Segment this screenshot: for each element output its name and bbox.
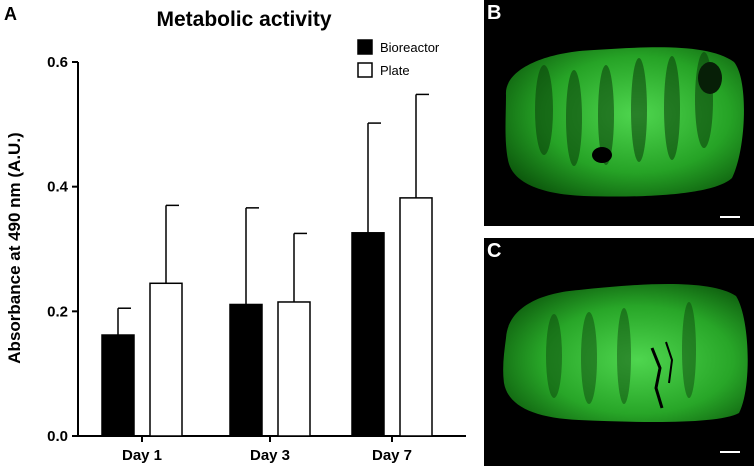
bar-bioreactor-day-1 xyxy=(101,334,135,437)
x-tick-label: Day 1 xyxy=(122,447,162,464)
scaffold-image-c xyxy=(484,238,754,466)
legend-label-bioreactor: Bioreactor xyxy=(380,40,440,55)
fluorescence-image-c: C xyxy=(484,238,754,466)
legend-label-plate: Plate xyxy=(380,63,410,78)
y-tick-label: 0.6 xyxy=(47,54,68,71)
y-axis-label: Absorbance at 490 nm (A.U.) xyxy=(5,132,24,363)
panel-label-b: B xyxy=(487,2,502,24)
fluorescence-image-b: B xyxy=(484,0,754,226)
plot-area: 0.0 0.2 0.4 0.6 Day 1 Day 3 Day 7 Bioreactor Pla… xyxy=(47,39,466,464)
bar-bioreactor-day-7 xyxy=(351,232,385,437)
chart-title: Metabolic activity xyxy=(156,8,331,31)
y-tick-label: 0.0 xyxy=(47,428,68,445)
scaffold-image-b xyxy=(484,0,754,226)
bar-plate-day-1 xyxy=(149,282,183,437)
bar-plate-day-7 xyxy=(399,197,433,437)
panel-label-c: C xyxy=(487,240,502,262)
x-tick-label: Day 7 xyxy=(372,447,412,464)
panel-label-a: A xyxy=(4,4,17,24)
x-tick-label: Day 3 xyxy=(250,447,290,464)
y-tick-label: 0.2 xyxy=(47,303,68,320)
bar-bioreactor-day-3 xyxy=(229,303,263,437)
bar-chart: A Metabolic activity Absorbance at 490 n… xyxy=(4,4,466,464)
legend-swatch-bioreactor xyxy=(357,39,373,55)
legend-swatch-plate xyxy=(357,62,373,78)
bar-plate-day-3 xyxy=(277,301,311,437)
y-tick-label: 0.4 xyxy=(47,179,69,196)
